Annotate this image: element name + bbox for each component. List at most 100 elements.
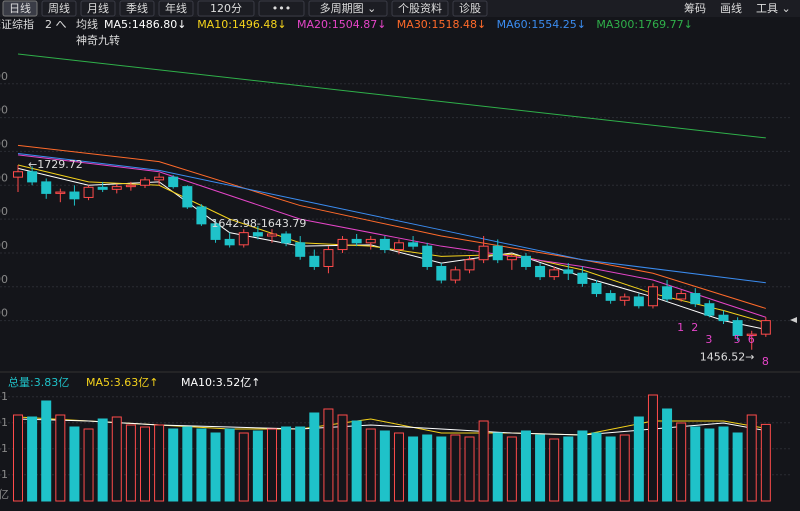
candle-body [139,179,150,186]
volume-bar [478,420,489,502]
tab-label[interactable]: 个股资料 [398,1,442,15]
volume-bar [224,428,235,502]
tab-label[interactable]: 多周期图 ⌄ [320,1,377,15]
volume-bar [266,428,277,502]
volume-bar [210,432,221,502]
volume-bar [619,434,630,502]
volume-bar [577,430,588,502]
volume-bar [520,430,531,502]
ma-line [17,154,766,318]
volume-bar [55,414,66,502]
tab[interactable] [452,0,488,17]
candle-body [591,282,602,295]
candle-body [450,269,461,281]
candle-body [577,272,588,284]
volume-bar [252,430,263,502]
tool-button[interactable]: 工具 ⌄ [756,2,791,15]
price-annotation: 1456.52→ [700,351,755,364]
candle-body [323,249,334,267]
tab-label[interactable]: 年线 [165,1,187,15]
candle-body [436,265,447,281]
volume-bar [13,414,23,502]
ma-title: 均线 [76,17,98,31]
tab[interactable] [119,0,155,17]
index-count[interactable]: 2 へ [45,18,67,31]
candle-body [506,255,517,261]
tab-label[interactable]: ••• [272,2,291,15]
volume-bar [563,436,574,502]
y-tick-label: 1600.00 [0,239,8,252]
candle-body [704,303,715,316]
nine-turn-count: 6 [748,333,755,346]
tab[interactable] [2,0,38,17]
candle-body [662,286,673,300]
candle-body [647,286,658,307]
volume-bar [704,428,715,502]
nine-turn-count: 5 [734,333,741,346]
tab-label[interactable]: 诊股 [459,1,481,15]
tab[interactable] [158,0,194,17]
y-tick-label: 1650.00 [0,205,8,218]
candle-body [746,333,757,337]
tab[interactable] [80,0,116,17]
candle-body [252,232,263,237]
header-bar [0,0,800,17]
candle-body [408,242,419,247]
volume-bar [408,436,419,502]
volume-bar [379,430,390,502]
tool-button[interactable]: 筹码 [684,1,706,15]
volume-bar [111,416,122,502]
legend-entry: 总量:3.83亿 [8,375,69,389]
nine-turn-count: 3 [705,333,712,346]
volume-bar [295,426,306,502]
candle-body [520,255,531,267]
tool-button[interactable]: 画线 [720,1,742,15]
candle-body [690,293,701,305]
volume-bar [760,423,771,502]
candle-body [281,233,292,244]
volume-bar [535,434,546,502]
volume-bar [323,408,334,502]
volume-bar [69,426,80,502]
candle-body [422,245,433,267]
volume-bar [97,418,108,502]
candle-body [168,176,179,188]
tab-label[interactable]: 日线 [9,1,31,15]
tab[interactable] [391,0,449,17]
candle-body [393,242,404,251]
tab-label[interactable]: 季线 [126,1,148,15]
volume-bar [647,394,658,502]
tab-label[interactable]: 周线 [48,1,70,15]
tab-label[interactable]: 120分 [210,2,242,15]
candle-body [365,238,376,244]
candle-body [492,245,503,261]
tab[interactable] [308,0,388,17]
volume-bar [196,428,207,502]
legend-entry: MA10:1496.48↓ [197,18,286,31]
volume-bar [662,408,673,502]
candle-body [309,255,320,267]
tab[interactable] [258,0,305,17]
y-tick-label: 5.21 [0,390,8,403]
volume-bar [83,428,94,502]
tab[interactable] [197,0,255,17]
axis-unit: 亿 [0,488,9,501]
tab-label[interactable]: 月线 [87,1,109,15]
y-tick-label: 1550.00 [0,273,8,286]
legend-entry: MA10:3.52亿↑ [181,376,260,389]
candle-body [154,176,165,181]
volume-bar [154,424,165,502]
volume-bar [492,432,503,502]
signal-label: 神奇九转 [76,33,120,47]
candle-body [266,233,277,237]
candle-body [337,238,348,251]
candle-body [351,238,362,244]
candle-body [224,238,235,246]
volume-bar [125,424,136,502]
y-tick-label: 1700.00 [0,171,8,184]
tab[interactable] [41,0,77,17]
ma-line [17,53,766,139]
candle-body [563,269,574,274]
y-tick-label: 3.91 [0,416,8,429]
